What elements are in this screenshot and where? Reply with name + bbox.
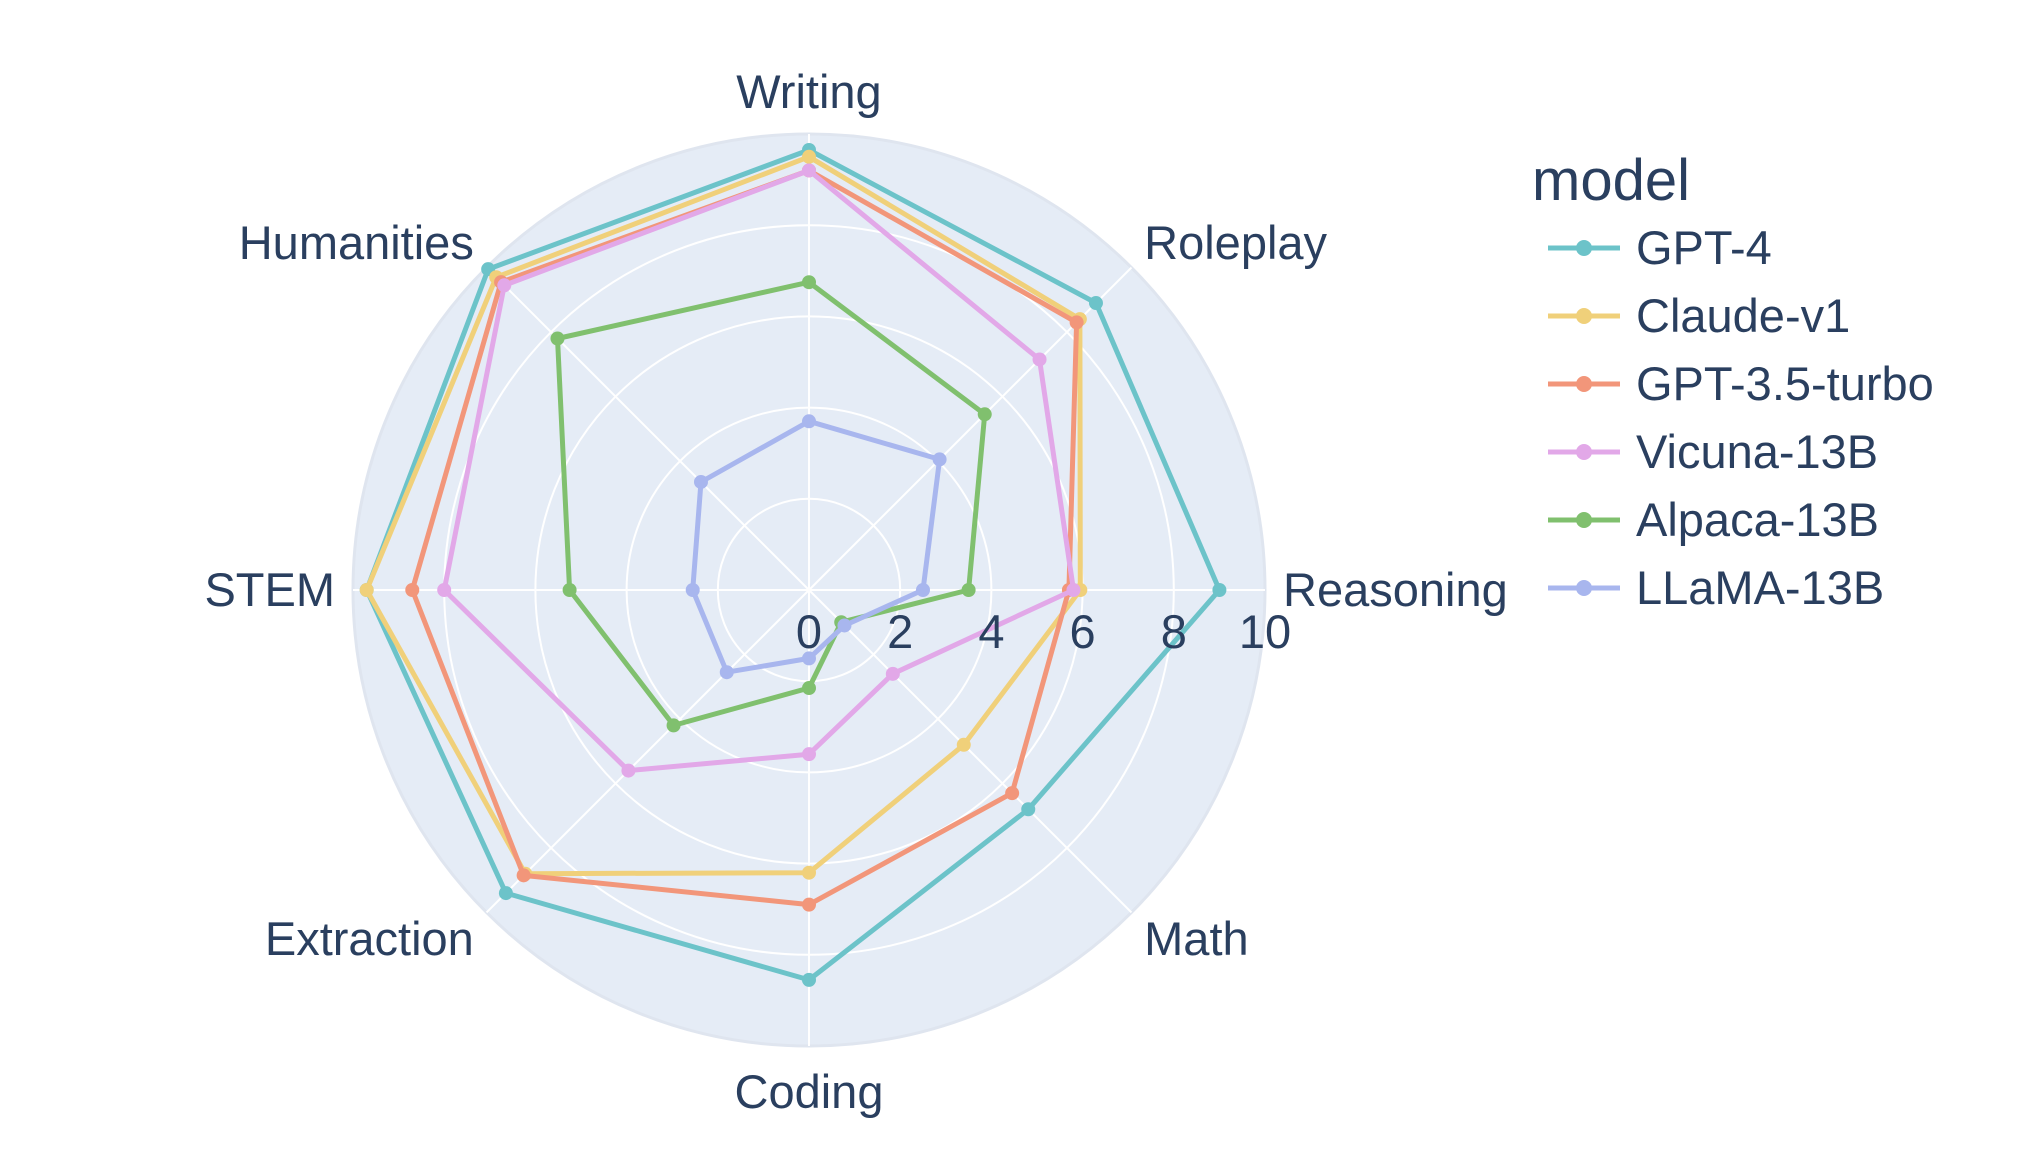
data-point: [1005, 786, 1020, 801]
category-label: STEM: [204, 563, 335, 616]
data-point: [802, 651, 816, 666]
data-point: [1032, 352, 1047, 367]
data-point: [719, 665, 734, 680]
data-point: [802, 747, 816, 762]
radial-tick-label: 6: [1070, 605, 1096, 658]
data-point: [693, 474, 708, 489]
data-point: [961, 583, 976, 597]
data-point: [802, 414, 816, 429]
data-point: [802, 163, 816, 178]
category-label: Math: [1144, 912, 1249, 965]
data-point: [802, 865, 816, 880]
legend-label: GPT-3.5-turbo: [1636, 357, 1934, 410]
data-point: [802, 897, 816, 912]
data-point: [1066, 583, 1081, 597]
series-llama-13b: [685, 414, 947, 680]
radial-tick-label: 0: [796, 605, 822, 658]
data-point: [621, 763, 636, 778]
legend-marker: [1576, 376, 1592, 392]
data-point: [562, 583, 577, 597]
category-label: Humanities: [239, 216, 474, 269]
legend-item[interactable]: LLaMA-13B: [1548, 561, 1884, 614]
legend-item[interactable]: GPT-3.5-turbo: [1548, 357, 1934, 410]
axis-labels: Writing Roleplay Reasoning Math Coding Extrac…: [204, 65, 1507, 1118]
data-point: [802, 681, 816, 696]
data-point: [497, 278, 512, 293]
category-label: Coding: [735, 1065, 884, 1118]
data-point: [359, 583, 374, 597]
series-group: [359, 142, 1227, 987]
data-point: [932, 452, 947, 467]
radial-tick-label: 8: [1161, 605, 1187, 658]
legend-marker: [1576, 308, 1592, 324]
series-vicuna-13b: [437, 163, 1081, 778]
data-point: [837, 618, 852, 633]
angular-gridline: [808, 589, 1133, 914]
radial-tick-label: 10: [1239, 605, 1291, 658]
legend-label: LLaMA-13B: [1636, 561, 1884, 614]
legend-label: Claude-v1: [1636, 289, 1850, 342]
data-point: [1021, 802, 1036, 817]
legend-label: GPT-4: [1636, 221, 1772, 274]
data-point: [956, 737, 971, 752]
angular-gridline: [485, 589, 810, 914]
data-point: [666, 718, 681, 733]
data-point: [977, 407, 992, 422]
legend-marker: [1576, 240, 1592, 256]
legend-item[interactable]: GPT-4: [1548, 221, 1772, 274]
data-point: [1088, 296, 1103, 311]
angular-gridline: [485, 266, 810, 591]
legend-title: model: [1532, 148, 1690, 213]
legend-item[interactable]: Alpaca-13B: [1548, 493, 1879, 546]
series-alpaca-13b: [550, 275, 992, 733]
data-point: [516, 868, 531, 883]
category-label: Writing: [736, 65, 881, 118]
data-point: [498, 886, 513, 901]
radial-tick-label: 2: [887, 605, 913, 658]
data-point: [437, 583, 452, 597]
legend-label: Vicuna-13B: [1636, 425, 1878, 478]
legend-label: Alpaca-13B: [1636, 493, 1879, 546]
legend-marker: [1576, 512, 1592, 528]
category-label: Extraction: [265, 912, 474, 965]
legend-marker: [1576, 444, 1592, 460]
radial-tick-label: 4: [978, 605, 1004, 658]
legend: model GPT-4 Claude-v1 GPT-3.5-turbo Vicuna-…: [1532, 148, 1934, 614]
category-label: Roleplay: [1144, 216, 1327, 269]
data-point: [916, 583, 930, 597]
data-point: [802, 149, 816, 164]
data-point: [802, 972, 816, 987]
data-point: [1069, 315, 1084, 330]
data-point: [405, 583, 420, 597]
legend-item[interactable]: Claude-v1: [1548, 289, 1850, 342]
data-point: [685, 583, 700, 597]
legend-item[interactable]: Vicuna-13B: [1548, 425, 1878, 478]
data-point: [550, 331, 565, 346]
legend-marker: [1576, 580, 1592, 596]
data-point: [1212, 583, 1227, 597]
category-label: Reasoning: [1283, 563, 1508, 616]
data-point: [885, 666, 900, 681]
data-point: [802, 275, 816, 290]
